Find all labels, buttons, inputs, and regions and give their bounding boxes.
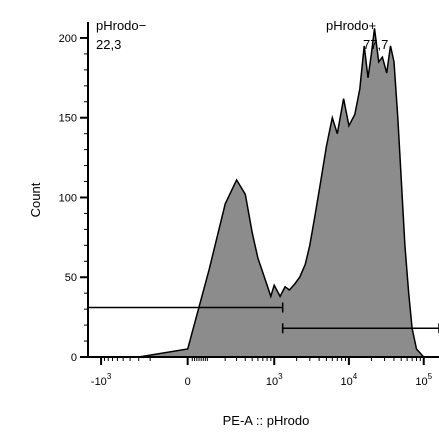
x-tick-label: 105 [415,372,432,388]
y-tick-label: 200 [59,33,77,45]
y-tick-label: 0 [71,352,77,364]
axes: 0 50 100 150 200 -103 0 103 104 105 [59,22,439,388]
y-axis-title: Count [28,182,43,217]
gate-labels: pHrodo− 22,3 pHrodo+ 77,7 [96,18,388,52]
y-tick-label: 50 [65,272,77,284]
gates-layer [87,302,439,334]
x-tick-label: 104 [341,372,358,388]
gate-pos-value: 77,7 [363,37,388,52]
plot-area [88,28,439,358]
x-tick-label: 103 [266,372,283,388]
histogram-area [88,28,439,358]
x-tick-label: 0 [185,376,191,388]
histogram-outline [88,28,439,358]
x-axis-title: PE-A :: pHrodo [223,413,310,428]
gate-pos-name: pHrodo+ [326,18,376,33]
x-tick-label: -103 [91,372,112,388]
gate-neg-value: 22,3 [96,37,121,52]
y-tick-label: 150 [59,113,77,125]
y-tick-label: 100 [59,192,77,204]
gate-neg-name: pHrodo− [96,18,146,33]
